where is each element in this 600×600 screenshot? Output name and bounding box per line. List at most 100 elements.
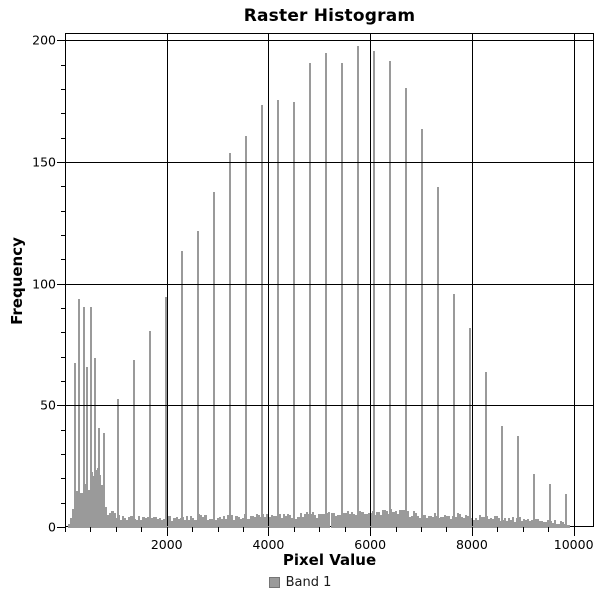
- histogram-bar: [402, 509, 405, 528]
- histogram-bar: [256, 513, 259, 528]
- histogram-bar: [262, 514, 265, 528]
- x-tick-label: 4000: [252, 537, 285, 552]
- legend: Band 1: [0, 575, 600, 590]
- y-tick-label: 50: [40, 397, 56, 413]
- histogram-bar: [349, 514, 352, 528]
- histogram-bar: [559, 520, 562, 528]
- y-minor-tick: [61, 138, 65, 139]
- histogram-bar: [194, 519, 197, 528]
- histogram-spike-bar: [308, 63, 311, 528]
- y-minor-tick: [61, 259, 65, 260]
- y-tick-label: 150: [32, 154, 56, 170]
- grid-layer: [66, 34, 593, 526]
- histogram-bar: [338, 515, 341, 528]
- histogram-bar: [433, 512, 436, 528]
- gridline-vertical: [574, 34, 575, 526]
- histogram-bar: [347, 511, 350, 528]
- histogram-bar: [84, 483, 87, 528]
- histogram-bar: [394, 510, 397, 528]
- histogram-bar: [355, 514, 358, 528]
- x-minor-tick: [192, 527, 193, 532]
- histogram-bar: [493, 516, 496, 528]
- y-minor-tick: [61, 211, 65, 212]
- histogram-bar: [117, 515, 120, 528]
- histogram-bar: [359, 510, 362, 528]
- histogram-bar: [158, 518, 162, 528]
- histogram-bar: [380, 515, 383, 528]
- histogram-bar: [88, 489, 91, 528]
- gridline-horizontal: [66, 405, 593, 406]
- histogram-bar: [336, 514, 339, 528]
- histogram-bar: [280, 518, 283, 528]
- histogram-bar: [510, 520, 513, 528]
- histogram-bar: [249, 515, 252, 528]
- y-major-tick: [57, 162, 65, 163]
- histogram-bar: [466, 515, 469, 528]
- histogram-bar: [489, 517, 492, 528]
- y-minor-tick: [61, 65, 65, 66]
- histogram-bar: [454, 516, 457, 528]
- y-minor-tick: [61, 430, 65, 431]
- x-minor-tick: [141, 527, 142, 532]
- histogram-bar: [247, 518, 250, 528]
- histogram-bar: [210, 519, 213, 528]
- histogram-bar: [508, 517, 511, 528]
- histogram-bar: [504, 518, 507, 528]
- histogram-bar: [113, 513, 116, 528]
- histogram-bar: [435, 516, 438, 528]
- histogram-bar: [561, 521, 564, 528]
- histogram-bar: [202, 516, 205, 528]
- histogram-bar: [423, 514, 426, 528]
- y-minor-tick: [61, 381, 65, 382]
- x-minor-tick: [243, 527, 244, 532]
- histogram-bar: [506, 520, 509, 528]
- histogram-spike-bar: [373, 51, 376, 528]
- histogram-bar: [140, 520, 143, 528]
- y-minor-tick: [61, 332, 65, 333]
- histogram-bar: [72, 509, 75, 528]
- x-minor-tick: [294, 527, 295, 532]
- histogram-bar: [415, 512, 418, 528]
- histogram-bar: [316, 517, 319, 528]
- histogram-spike-bar: [340, 63, 343, 528]
- histogram-spike-bar: [85, 367, 88, 528]
- histogram-bar: [491, 519, 494, 528]
- histogram-bar: [272, 515, 275, 528]
- y-minor-tick: [61, 89, 65, 90]
- histogram-bar: [413, 511, 416, 528]
- histogram-bar: [384, 510, 387, 528]
- histogram-bar: [390, 508, 393, 528]
- histogram-bar: [564, 524, 567, 528]
- histogram-bar: [92, 476, 95, 528]
- histogram-bar: [535, 518, 538, 528]
- histogram-bar: [497, 518, 500, 528]
- histogram-bar: [330, 513, 333, 528]
- histogram-bar: [237, 516, 240, 528]
- x-minor-tick: [497, 527, 498, 532]
- histogram-bar: [121, 515, 124, 528]
- histogram-bar: [127, 516, 131, 528]
- x-minor-tick: [319, 527, 320, 532]
- histogram-bar: [487, 518, 490, 528]
- histogram-bar: [179, 518, 182, 528]
- histogram-bar: [278, 513, 281, 528]
- histogram-bar: [353, 514, 356, 528]
- histogram-bar: [189, 515, 193, 528]
- histogram-bar: [411, 516, 414, 528]
- histogram-bar: [334, 515, 337, 528]
- histogram-bar: [171, 520, 174, 528]
- histogram-bar: [429, 516, 432, 528]
- histogram-spike-bar: [276, 99, 279, 528]
- histogram-spike-bar: [292, 102, 295, 528]
- histogram-spike-bar: [212, 192, 215, 528]
- histogram-bar: [111, 510, 114, 528]
- histogram-bar: [233, 519, 236, 528]
- histogram-bar: [295, 518, 298, 528]
- histogram-bar: [425, 517, 428, 528]
- histogram-bar: [175, 517, 178, 528]
- y-major-tick: [57, 40, 65, 41]
- histogram-bar: [243, 513, 246, 528]
- x-minor-tick: [396, 527, 397, 532]
- gridline-vertical: [268, 34, 269, 526]
- histogram-bar: [173, 517, 176, 528]
